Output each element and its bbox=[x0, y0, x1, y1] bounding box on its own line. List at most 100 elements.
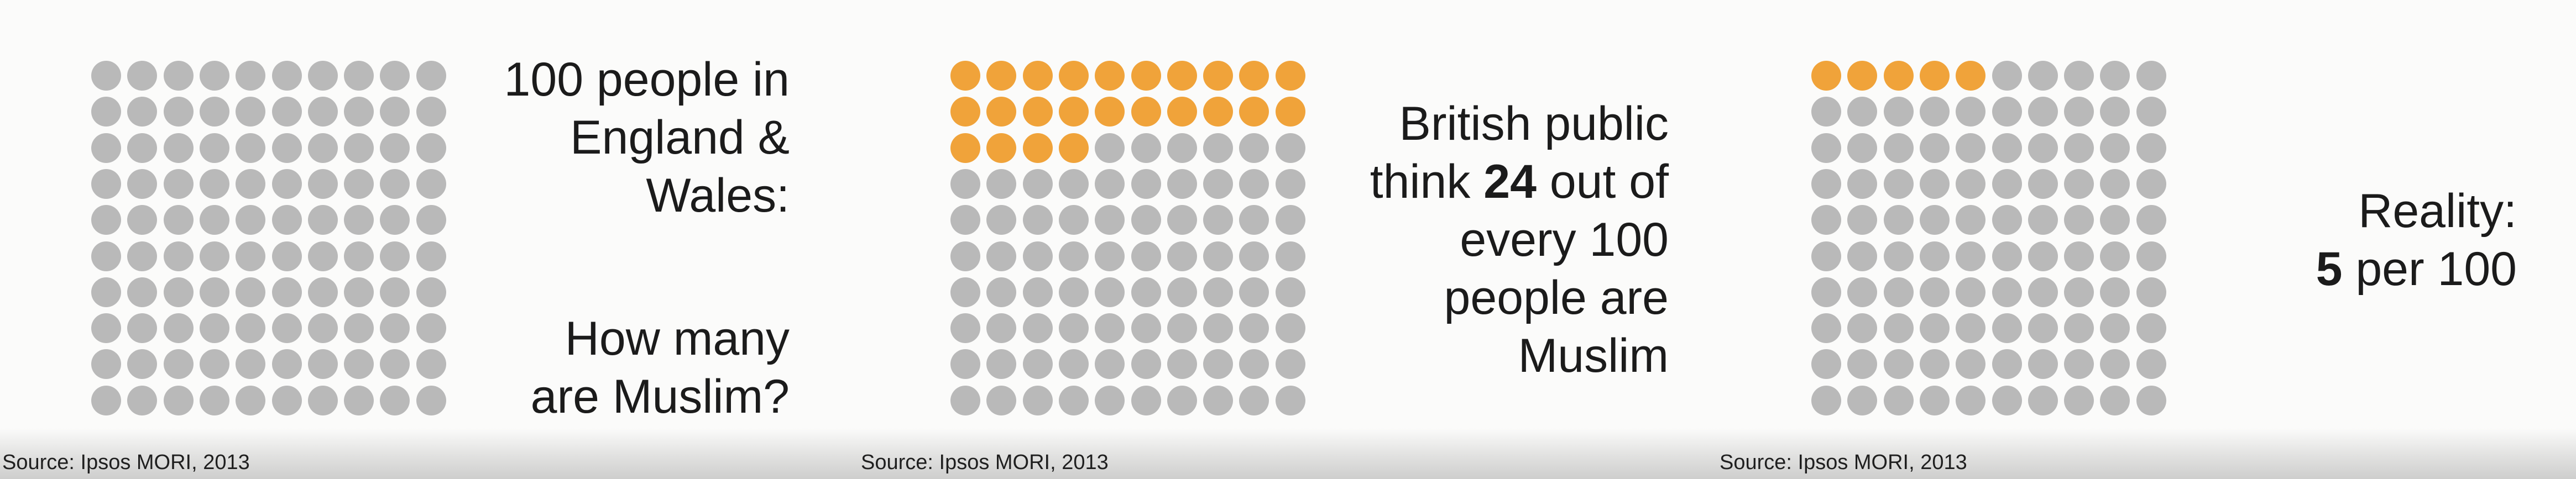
person-dot bbox=[1239, 349, 1269, 380]
person-dot bbox=[1811, 133, 1841, 163]
person-dot bbox=[2136, 97, 2166, 127]
person-dot bbox=[380, 97, 410, 127]
person-dot bbox=[1956, 205, 1986, 235]
person-dot bbox=[950, 205, 980, 235]
person-dot bbox=[127, 205, 158, 235]
highlighted-person-dot bbox=[1811, 61, 1841, 91]
person-dot bbox=[2028, 241, 2058, 271]
person-dot bbox=[236, 277, 266, 307]
person-dot bbox=[1203, 169, 1234, 199]
person-dot bbox=[271, 97, 302, 127]
person-dot bbox=[2100, 313, 2130, 344]
person-dot bbox=[344, 205, 374, 235]
person-dot bbox=[91, 169, 121, 199]
person-dot bbox=[2136, 133, 2166, 163]
highlighted-person-dot bbox=[986, 97, 1017, 127]
person-dot bbox=[1883, 133, 1914, 163]
person-dot bbox=[1058, 313, 1089, 344]
person-dot bbox=[1992, 241, 2022, 271]
highlighted-person-dot bbox=[1203, 97, 1234, 127]
highlighted-person-dot bbox=[1239, 61, 1269, 91]
highlighted-person-dot bbox=[986, 61, 1017, 91]
person-dot bbox=[416, 349, 446, 380]
person-dot bbox=[127, 61, 158, 91]
person-dot bbox=[1022, 313, 1053, 344]
person-dot bbox=[307, 205, 338, 235]
person-dot bbox=[1883, 349, 1914, 380]
person-dot bbox=[344, 277, 374, 307]
person-dot bbox=[236, 61, 266, 91]
highlighted-person-dot bbox=[950, 133, 980, 163]
person-dot bbox=[986, 205, 1017, 235]
spacer bbox=[504, 225, 790, 310]
person-dot bbox=[1847, 313, 1878, 344]
person-dot bbox=[1992, 277, 2022, 307]
person-dot bbox=[950, 241, 980, 271]
person-dot bbox=[199, 385, 229, 415]
panel-perception: British public think 24 out of every 100… bbox=[859, 0, 1717, 479]
person-dot bbox=[1022, 241, 1053, 271]
person-dot bbox=[271, 169, 302, 199]
person-dot bbox=[416, 241, 446, 271]
person-dot bbox=[271, 61, 302, 91]
person-dot bbox=[2028, 277, 2058, 307]
person-dot bbox=[1131, 277, 1161, 307]
person-dot bbox=[91, 349, 121, 380]
person-dot bbox=[344, 61, 374, 91]
person-dot bbox=[380, 241, 410, 271]
person-dot bbox=[1167, 169, 1197, 199]
person-dot bbox=[127, 241, 158, 271]
person-dot bbox=[380, 385, 410, 415]
person-dot bbox=[1992, 349, 2022, 380]
highlighted-person-dot bbox=[1095, 97, 1125, 127]
person-dot bbox=[1919, 241, 1950, 271]
person-dot bbox=[1095, 169, 1125, 199]
person-dot bbox=[2064, 313, 2094, 344]
person-dot bbox=[1847, 241, 1878, 271]
person-dot bbox=[380, 61, 410, 91]
person-dot bbox=[1956, 133, 1986, 163]
person-dot bbox=[1022, 169, 1053, 199]
person-dot bbox=[2064, 241, 2094, 271]
person-dot bbox=[950, 349, 980, 380]
person-dot bbox=[91, 313, 121, 344]
person-dot bbox=[199, 313, 229, 344]
person-dot bbox=[1275, 241, 1305, 271]
person-dot bbox=[1167, 205, 1197, 235]
person-dot bbox=[1167, 277, 1197, 307]
person-dot bbox=[416, 61, 446, 91]
person-dot bbox=[1992, 205, 2022, 235]
person-dot bbox=[1167, 241, 1197, 271]
person-dot bbox=[236, 313, 266, 344]
person-dot bbox=[236, 241, 266, 271]
perception-line-4: people are bbox=[1444, 271, 1669, 324]
person-dot bbox=[1847, 385, 1878, 415]
person-dot bbox=[91, 205, 121, 235]
person-dot bbox=[1203, 133, 1234, 163]
highlighted-person-dot bbox=[1022, 133, 1053, 163]
person-dot bbox=[127, 349, 158, 380]
person-dot bbox=[1883, 205, 1914, 235]
highlighted-person-dot bbox=[950, 61, 980, 91]
source-note: Source: Ipsos MORI, 2013 bbox=[861, 451, 1109, 474]
person-dot bbox=[307, 385, 338, 415]
highlighted-person-dot bbox=[1167, 61, 1197, 91]
person-dot bbox=[986, 385, 1017, 415]
highlighted-person-dot bbox=[1275, 97, 1305, 127]
perception-line-2-prefix: think bbox=[1370, 155, 1484, 208]
person-dot bbox=[1239, 313, 1269, 344]
person-dot bbox=[2028, 205, 2058, 235]
person-dot bbox=[199, 169, 229, 199]
person-dot bbox=[380, 313, 410, 344]
person-dot bbox=[986, 349, 1017, 380]
person-dot bbox=[2100, 385, 2130, 415]
person-dot bbox=[1131, 133, 1161, 163]
person-dot bbox=[1058, 349, 1089, 380]
person-dot bbox=[236, 97, 266, 127]
person-dot bbox=[1022, 277, 1053, 307]
person-dot bbox=[1992, 385, 2022, 415]
person-dot bbox=[2028, 61, 2058, 91]
person-dot bbox=[1022, 205, 1053, 235]
person-dot bbox=[199, 205, 229, 235]
person-dot bbox=[1847, 169, 1878, 199]
